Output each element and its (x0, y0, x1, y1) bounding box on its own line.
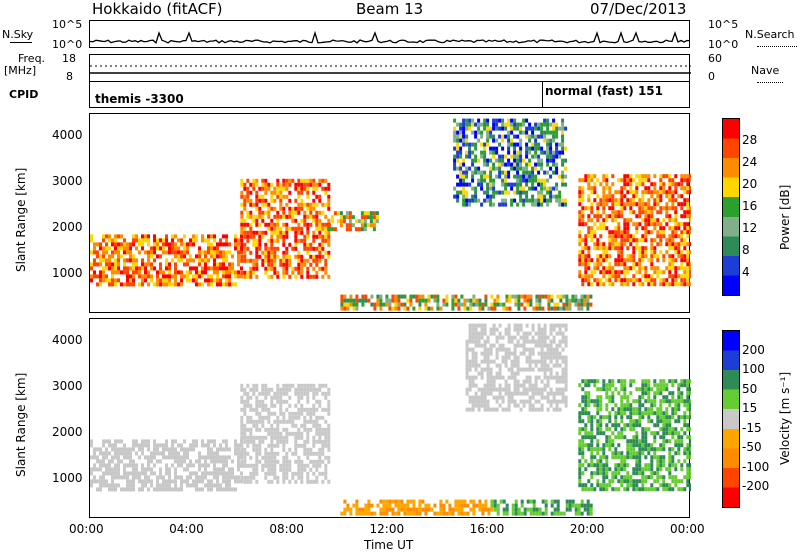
power-ylabel: Slant Range [km] (14, 167, 28, 272)
freq-left-tick-bottom: 8 (66, 70, 73, 83)
velocity-region-3 (490, 499, 593, 516)
velocity-ylabel: Slant Range [km] (14, 372, 28, 477)
colorbar-tick: -100 (742, 459, 770, 474)
noise-right-tick-bottom: 10^0 (708, 38, 739, 51)
cpid-panel: themis -3300 normal (fast) 151 (89, 82, 690, 108)
colorbar-tick: 28 (742, 133, 758, 147)
time-tick: 16:00 (469, 522, 505, 536)
power-colorbar-ticks: 4 8 12 16 20 24 28 (740, 118, 770, 294)
colorbar-tick: 100 (742, 362, 765, 377)
noise-right-tick-top: 10^5 (708, 18, 739, 31)
power-region-1 (240, 178, 331, 279)
time-axis: 00:00 04:00 08:00 12:00 16:00 20:00 00:00 (0, 522, 800, 538)
velocity-region-0 (90, 439, 243, 492)
freq-traces (90, 65, 691, 74)
date-title: 07/Dec/2013 (590, 0, 687, 18)
velocity-ytick-3000: 3000 (52, 379, 83, 393)
noise-panel (89, 20, 691, 48)
noise-left-label: N.Sky (2, 28, 34, 41)
colorbar-tick: -50 (742, 440, 762, 455)
velocity-heatmap (90, 323, 691, 516)
time-axis-label: Time UT (364, 538, 414, 552)
power-ytick-1000: 1000 (52, 266, 83, 280)
noise-left-tick-top: 10^5 (52, 18, 83, 31)
colorbar-tick: 20 (742, 177, 758, 191)
power-ytick-2000: 2000 (52, 220, 83, 234)
power-ytick-3000: 3000 (52, 174, 83, 188)
freq-right-tick-bottom: 0 (708, 70, 715, 83)
power-colorbar-label: Power [dB] (778, 184, 792, 250)
time-tick: 00:00 (69, 522, 104, 536)
freq-left-tick-top: 18 (62, 52, 76, 65)
velocity-ytick-1000: 1000 (52, 471, 83, 485)
velocity-region-1 (240, 383, 331, 484)
colorbar-tick: 16 (742, 199, 758, 213)
velocity-region-4 (465, 323, 568, 412)
velocity-colorbar (722, 330, 740, 508)
power-region-2 (327, 211, 379, 232)
cpid-label: CPID (9, 88, 39, 101)
colorbar-tick: -15 (742, 420, 762, 435)
noise-left-tick-bottom: 10^0 (52, 38, 83, 51)
colorbar-tick: 24 (742, 155, 758, 169)
colorbar-tick: 8 (742, 243, 750, 257)
cpid-segment-1: themis -3300 (95, 92, 184, 106)
power-region-3 (340, 294, 593, 311)
colorbar-tick: 200 (742, 342, 765, 357)
velocity-ytick-2000: 2000 (52, 425, 83, 439)
power-region-0 (90, 234, 243, 287)
freq-left-label: Freq. (18, 52, 46, 65)
freq-left-unit: [MHz] (4, 64, 37, 77)
cpid-segment-2: normal (fast) 151 (545, 84, 663, 98)
noise-line (90, 30, 691, 44)
velocity-ytick-4000: 4000 (52, 333, 83, 347)
colorbar-tick: 12 (742, 221, 758, 235)
power-colorbar (722, 118, 740, 296)
power-heatmap (90, 118, 691, 311)
beam-title: Beam 13 (356, 0, 424, 18)
colorbar-tick: 4 (742, 265, 750, 279)
colorbar-tick: 50 (742, 381, 758, 396)
power-ytick-4000: 4000 (52, 128, 83, 142)
freq-right-tick-top: 60 (708, 52, 722, 65)
power-region-5 (578, 174, 691, 287)
time-tick: 08:00 (269, 522, 304, 536)
freq-panel (89, 54, 691, 82)
velocity-colorbar-ticks: 200 100 50 15 -15 -50 -100 -200 (740, 330, 780, 506)
nave-label: Nave (751, 64, 780, 77)
time-tick: 12:00 (369, 522, 405, 536)
time-tick: 00:00 (670, 522, 705, 536)
power-region-4 (453, 118, 568, 207)
velocity-region-2 (340, 499, 494, 516)
time-tick: 04:00 (169, 522, 204, 536)
noise-trace (90, 30, 691, 44)
time-tick: 20:00 (569, 522, 605, 536)
noise-right-label: N.Search (745, 28, 795, 41)
power-panel (89, 113, 691, 313)
velocity-panel (89, 318, 691, 518)
velocity-region-5 (578, 379, 691, 492)
colorbar-tick: 15 (742, 401, 758, 416)
velocity-colorbar-label: Velocity [m s⁻¹] (778, 371, 792, 465)
colorbar-tick: -200 (742, 479, 770, 494)
radar-title: Hokkaido (fitACF) (92, 0, 223, 18)
